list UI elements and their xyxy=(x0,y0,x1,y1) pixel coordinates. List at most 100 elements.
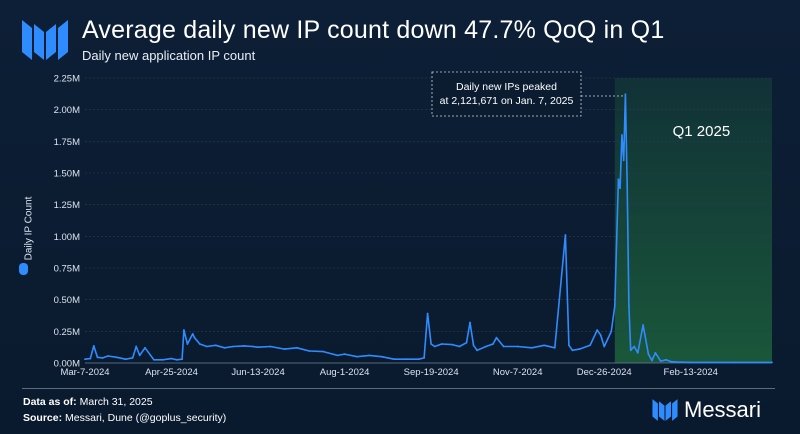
footer-divider xyxy=(22,388,775,389)
data-point xyxy=(433,345,436,348)
data-point xyxy=(135,345,138,348)
series-line xyxy=(84,93,772,364)
data-point xyxy=(144,346,146,349)
data-point xyxy=(451,343,454,346)
data-point xyxy=(647,353,650,356)
brand: Messari xyxy=(652,397,761,423)
x-tick-label: Apr-25-2024 xyxy=(145,367,198,378)
data-point xyxy=(89,357,92,360)
data-point xyxy=(651,359,653,362)
data-point xyxy=(603,345,606,348)
data-point xyxy=(492,343,494,345)
data-point xyxy=(633,345,636,348)
data-point xyxy=(131,357,134,359)
data-point xyxy=(596,329,599,331)
y-tick-label: 2.00M xyxy=(54,105,80,116)
data-point xyxy=(223,346,226,349)
peak-annotation-line-1: Daily new IPs peaked xyxy=(456,81,557,93)
data-point xyxy=(654,351,657,354)
x-tick-label: Jun-13-2024 xyxy=(231,367,284,378)
data-point xyxy=(502,345,505,348)
source-line: Source: Messari, Dune (@goplus_security) xyxy=(23,412,226,424)
data-point xyxy=(405,358,408,361)
data-point xyxy=(423,357,425,359)
data-point xyxy=(626,184,629,187)
x-tick-label: Feb-13-2024 xyxy=(664,367,718,378)
data-point xyxy=(205,345,208,348)
y-tick-label: 0.50M xyxy=(54,295,80,306)
data-point xyxy=(465,341,468,344)
data-point xyxy=(393,358,395,361)
data-point xyxy=(495,336,498,339)
data-point xyxy=(182,329,185,331)
data-point xyxy=(675,361,678,363)
y-tick-label: 0.00M xyxy=(54,359,80,370)
peak-annotation-leader xyxy=(581,94,623,97)
x-tick-label: Dec-26-2024 xyxy=(577,367,632,378)
data-point xyxy=(629,349,632,352)
x-tick-label: Mar-7-2024 xyxy=(60,367,109,378)
data-point xyxy=(92,345,95,347)
source-value: Messari, Dune (@goplus_security) xyxy=(65,412,227,424)
data-point xyxy=(417,358,420,361)
page-title: Average daily new IP count down 47.7% Qo… xyxy=(82,16,665,44)
data-point xyxy=(380,355,383,358)
data-point xyxy=(665,358,667,361)
data-point xyxy=(476,349,478,352)
data-point xyxy=(193,336,196,339)
data-point xyxy=(711,361,713,364)
x-tick-label: Sep-19-2024 xyxy=(404,367,459,378)
data-point xyxy=(516,345,519,348)
data-point xyxy=(599,334,602,337)
data-point xyxy=(343,353,346,356)
page-subtitle: Daily new application IP count xyxy=(82,48,256,63)
data-point xyxy=(84,358,86,361)
data-point xyxy=(568,344,570,347)
data-point xyxy=(214,344,217,347)
data-as-of-label: Data as of: xyxy=(23,396,77,408)
data-point xyxy=(670,360,673,363)
data-point xyxy=(617,178,620,181)
series-marker-icon xyxy=(19,263,28,275)
data-point xyxy=(426,312,429,315)
data-point xyxy=(257,346,259,349)
data-point xyxy=(659,360,662,362)
y-tick-label: 1.00M xyxy=(54,232,80,243)
data-point xyxy=(198,343,201,345)
data-point xyxy=(628,305,630,307)
data-point xyxy=(175,358,178,361)
data-point xyxy=(571,349,574,352)
data-point xyxy=(296,346,298,349)
data-as-of: Data as of: March 31, 2025 xyxy=(23,396,153,408)
data-point xyxy=(622,159,625,162)
data-point xyxy=(636,351,639,354)
x-tick-label: Aug-1-2024 xyxy=(320,367,370,378)
y-tick-label: 1.75M xyxy=(54,137,80,148)
data-point xyxy=(243,345,245,347)
data-point xyxy=(308,350,311,352)
data-point xyxy=(107,355,109,357)
data-point xyxy=(619,187,622,190)
q1-region-label: Q1 2025 xyxy=(673,123,731,140)
data-point xyxy=(440,343,443,345)
peak-annotation-line-2: at 2,121,671 on Jan. 7, 2025 xyxy=(440,95,574,107)
data-point xyxy=(232,345,235,348)
data-point xyxy=(283,348,286,350)
data-point xyxy=(368,354,371,357)
data-point xyxy=(191,332,194,335)
data-point xyxy=(610,330,613,333)
messari-logo-icon xyxy=(652,399,678,421)
data-point xyxy=(458,345,461,348)
data-point xyxy=(269,345,272,348)
data-point xyxy=(564,234,567,236)
y-tick-label: 1.25M xyxy=(54,200,80,211)
source-label: Source: xyxy=(23,412,63,424)
data-point xyxy=(642,324,644,326)
data-point xyxy=(181,358,184,361)
x-tick-label: Nov-7-2024 xyxy=(493,367,543,378)
data-point xyxy=(356,355,358,358)
data-point xyxy=(336,354,339,357)
data-point xyxy=(484,345,487,348)
data-as-of-value: March 31, 2025 xyxy=(79,396,153,408)
